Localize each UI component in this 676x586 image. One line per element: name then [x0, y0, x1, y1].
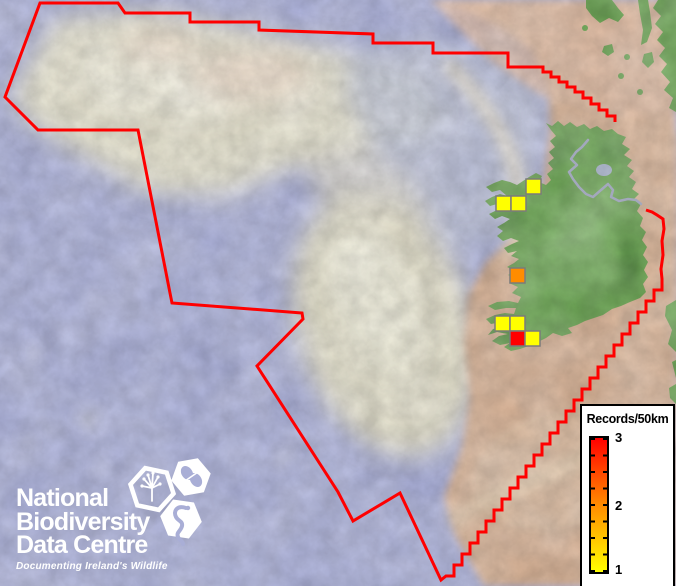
logo-line-1: National	[16, 484, 109, 512]
grid-square-records-1[interactable]	[494, 315, 511, 332]
nbdc-logo-hexagons	[127, 458, 211, 546]
legend-panel: Records/50km 3 2 1	[580, 404, 675, 586]
butterfly-icon	[171, 458, 211, 496]
maritime-boundary-line	[3, 1, 666, 583]
grid-square-records-1[interactable]	[510, 195, 527, 212]
grid-square-records-3[interactable]	[509, 330, 526, 347]
logo-line-3: Data Centre	[16, 531, 148, 559]
legend-ticks-left	[591, 438, 595, 572]
seahorse-icon	[160, 499, 202, 546]
logo-line-2: Biodiversity	[16, 507, 150, 536]
legend-gradient-bar	[589, 436, 609, 574]
grid-square-records-1[interactable]	[509, 315, 526, 332]
legend-min-label: 1	[615, 562, 623, 577]
legend-title: Records/50km	[586, 412, 669, 426]
grid-square-records-1[interactable]	[524, 330, 541, 347]
grid-square-records-1[interactable]	[525, 178, 542, 195]
logo-tagline: Documenting Ireland's Wildlife	[16, 560, 168, 572]
grid-square-records-2[interactable]	[509, 267, 526, 284]
tree-icon	[127, 465, 177, 513]
legend-ticks-right	[603, 438, 607, 572]
nbdc-logo: National Biodiversity Data Centre Docume…	[16, 458, 211, 572]
ni-border-line	[567, 138, 643, 206]
grid-square-records-1[interactable]	[495, 195, 512, 212]
legend-max-label: 3	[615, 430, 623, 445]
legend-mid-label: 2	[615, 498, 623, 513]
record-squares-layer	[494, 178, 542, 347]
